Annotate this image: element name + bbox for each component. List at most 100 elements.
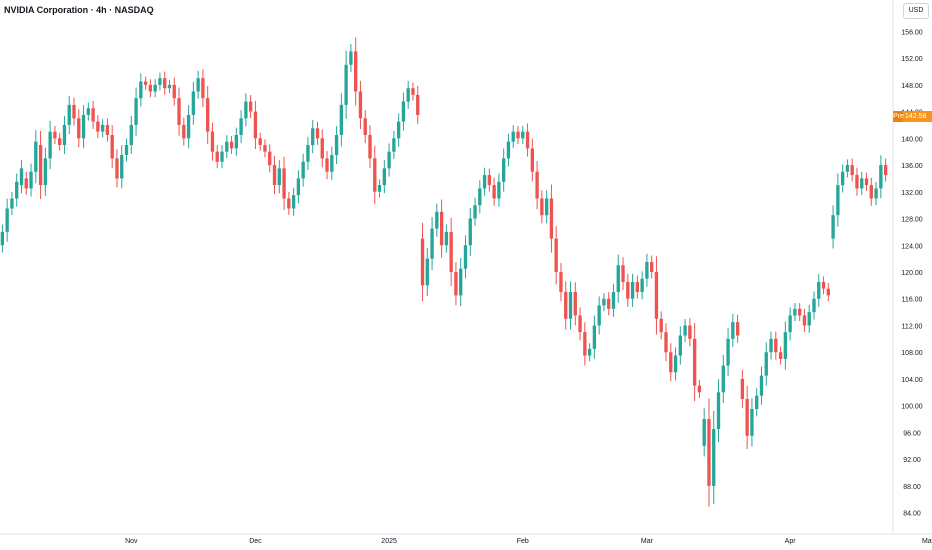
candle: [363, 110, 367, 144]
candle: [564, 281, 568, 330]
candle-body: [798, 308, 802, 316]
candle: [339, 93, 344, 147]
candle-body: [769, 338, 773, 353]
candle: [368, 125, 372, 169]
x-tick-label: Apr: [785, 538, 797, 545]
y-tick-label: 128.00: [901, 217, 923, 224]
candle-body: [745, 399, 749, 436]
candle-body: [120, 155, 124, 179]
candle: [750, 398, 754, 447]
candle: [100, 119, 105, 138]
candle: [19, 160, 24, 194]
candle: [406, 80, 410, 109]
candle: [0, 224, 5, 253]
candle: [506, 133, 511, 167]
y-tick-label: 156.00: [901, 29, 923, 36]
currency-badge[interactable]: USD: [903, 3, 929, 19]
candle: [24, 171, 28, 195]
candle-body: [10, 198, 14, 209]
candle: [334, 125, 339, 165]
candle-body: [511, 131, 515, 142]
candle-body: [268, 151, 272, 166]
candle: [196, 70, 200, 99]
candle: [325, 151, 329, 180]
candle: [163, 71, 167, 95]
candle-body: [626, 282, 630, 299]
candle: [611, 283, 616, 317]
candle: [296, 170, 301, 204]
candle: [320, 129, 324, 168]
candle: [864, 172, 869, 191]
candle-body: [755, 395, 759, 410]
candle-body: [301, 161, 305, 179]
candle: [105, 118, 110, 142]
candles: [0, 37, 888, 507]
candle-body: [611, 292, 616, 309]
candle: [807, 304, 811, 333]
y-tick-label: 140.00: [901, 136, 923, 143]
candle-body: [874, 188, 878, 199]
candle: [29, 163, 33, 197]
candle: [62, 115, 67, 155]
candle-body: [735, 322, 740, 336]
candle-body: [330, 155, 334, 172]
candle-body: [24, 178, 28, 189]
candle-body: [115, 158, 119, 179]
candle-body: [549, 198, 554, 239]
candle: [592, 315, 597, 359]
candle: [492, 177, 496, 206]
candle: [869, 177, 873, 206]
candle: [277, 160, 281, 194]
candle: [244, 93, 248, 127]
candle: [860, 171, 864, 195]
candle-body: [248, 101, 253, 112]
candle: [411, 82, 415, 101]
candle: [630, 273, 635, 307]
candle-body: [229, 141, 234, 149]
candle: [301, 153, 305, 187]
candle: [134, 87, 138, 136]
candle: [177, 87, 181, 136]
candle-body: [62, 124, 67, 145]
candle: [81, 105, 86, 149]
candle: [444, 224, 449, 253]
last-price-value: 142.58: [905, 113, 927, 120]
candle-body: [291, 195, 296, 209]
candle-body: [463, 245, 468, 269]
candle: [186, 105, 191, 149]
candle-body: [387, 151, 391, 169]
candle-body: [311, 128, 315, 145]
candle: [287, 191, 291, 216]
candle-body: [492, 185, 496, 199]
chart-title: NVIDIA Corporation · 4h · NASDAQ: [4, 5, 154, 15]
candle: [206, 85, 210, 144]
x-tick-label: May: [922, 538, 932, 545]
candle-body: [358, 91, 363, 119]
candle: [459, 257, 463, 307]
candle: [291, 187, 296, 216]
candle-body: [587, 348, 592, 356]
candle: [72, 97, 76, 126]
candle: [587, 343, 592, 362]
candle-body: [110, 134, 114, 159]
candle-body: [607, 298, 611, 309]
candle-body: [186, 114, 191, 139]
candle: [182, 117, 186, 146]
candle: [678, 326, 682, 365]
candle: [721, 354, 725, 404]
candle: [607, 292, 611, 316]
candle: [726, 328, 730, 377]
candle: [234, 127, 238, 156]
candle: [769, 331, 773, 360]
candle: [845, 159, 850, 178]
candle-body: [578, 315, 582, 333]
candle-body: [411, 88, 415, 95]
candle-body: [616, 265, 620, 293]
candle-body: [669, 352, 673, 373]
candle: [798, 303, 802, 322]
candle: [48, 120, 52, 170]
candle-body: [783, 332, 788, 359]
y-tick-label: 112.00: [902, 323, 923, 330]
candle-body: [153, 84, 157, 92]
